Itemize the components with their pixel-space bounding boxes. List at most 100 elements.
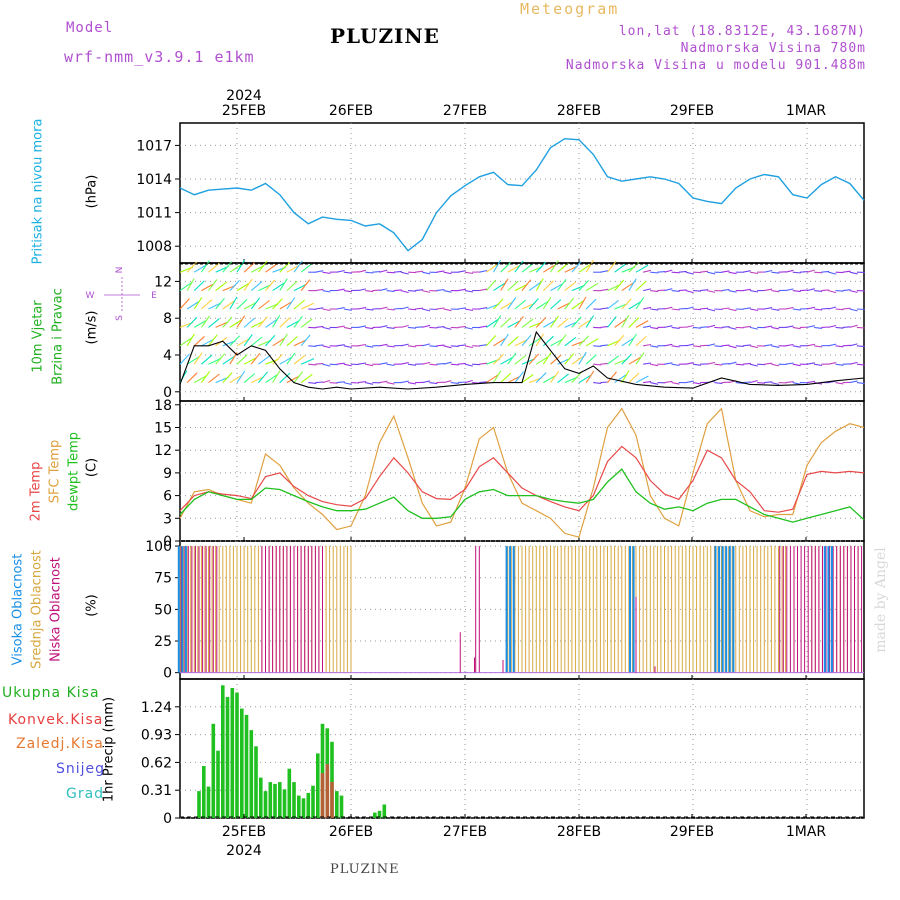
wind-barb xyxy=(479,269,488,273)
conv-precip-bar xyxy=(330,782,334,818)
wind-barb xyxy=(193,375,207,384)
precip-panel-frame xyxy=(179,678,865,819)
wind-barb xyxy=(300,302,315,310)
wind-barb xyxy=(407,290,417,292)
wind-barb xyxy=(343,345,352,348)
wind-barb xyxy=(650,345,659,348)
wind-barb xyxy=(358,381,367,384)
wind-barb xyxy=(272,282,285,292)
wind-barb xyxy=(564,265,578,273)
wind-barb xyxy=(785,362,794,365)
wind-barb xyxy=(365,326,374,330)
wind-barb xyxy=(835,326,844,329)
wind-barb xyxy=(179,298,190,310)
precip-bar xyxy=(373,812,377,818)
wind-barb xyxy=(514,260,524,273)
precip-bar xyxy=(382,804,387,818)
wind-barb xyxy=(692,363,701,366)
wind-barb xyxy=(528,298,539,310)
wind-barb xyxy=(415,326,424,328)
date-label-bottom: 29FEB xyxy=(670,824,714,840)
wind-barb xyxy=(671,382,680,385)
wind-barb xyxy=(315,288,324,292)
wind-barb xyxy=(336,307,345,310)
wind-barb xyxy=(643,381,652,384)
wind-compass: N S W E xyxy=(86,267,158,321)
wind-barb xyxy=(578,280,589,291)
wind-barb xyxy=(764,269,773,273)
wind-barb xyxy=(336,269,345,273)
wind-barb xyxy=(365,345,374,348)
wind-barb xyxy=(365,363,374,367)
precip-bar xyxy=(292,782,296,818)
wind-barb xyxy=(692,345,701,348)
wind-barb xyxy=(479,307,488,310)
wind-barb xyxy=(457,307,466,310)
wind-barb xyxy=(714,382,723,385)
pressure-ytick-label: 1008 xyxy=(136,239,172,255)
wind-barb xyxy=(386,382,395,385)
wind-barb xyxy=(721,363,730,365)
wind-barb xyxy=(692,290,702,292)
wind-barb xyxy=(257,260,268,273)
wind-barb xyxy=(493,370,502,383)
wind-barb xyxy=(635,320,649,328)
wind-barb xyxy=(186,356,200,365)
wind-barb xyxy=(578,296,587,310)
wind-barb xyxy=(257,371,268,383)
wind-barb xyxy=(557,373,569,384)
wind-barb xyxy=(422,271,431,275)
wind-barb xyxy=(571,261,582,273)
wind-barb xyxy=(685,343,694,347)
wind-barb xyxy=(365,308,374,311)
wind-barb xyxy=(564,353,575,365)
wind-barb xyxy=(806,343,816,347)
wind-barb xyxy=(542,352,552,365)
wind-barb xyxy=(585,282,599,292)
wind-barb xyxy=(322,290,331,293)
wind-barb xyxy=(692,326,702,329)
wind-barb xyxy=(286,352,296,365)
wind-barb xyxy=(593,363,602,366)
wind-barb xyxy=(771,308,780,311)
wind-barb xyxy=(500,333,509,347)
wind-barb xyxy=(493,259,501,273)
wind-barb xyxy=(208,262,220,273)
wind-barb xyxy=(236,315,246,328)
wind-barb xyxy=(286,280,298,292)
wind-barb xyxy=(308,382,317,384)
wind-barb xyxy=(272,298,283,310)
wind-barb xyxy=(728,326,737,330)
wind-barb xyxy=(464,379,473,384)
wind-barb xyxy=(507,264,521,273)
wind-barb xyxy=(564,281,577,292)
wind-barb xyxy=(814,345,823,348)
wind-barb xyxy=(322,326,331,330)
wind-barb xyxy=(386,290,395,292)
wind-barb xyxy=(721,326,730,328)
precip-bar xyxy=(377,810,382,818)
cloud-ytick-label: 75 xyxy=(154,571,172,587)
wind-barb xyxy=(757,382,766,384)
wind-barb xyxy=(614,318,627,328)
wind-barb xyxy=(365,382,374,385)
wind-barb xyxy=(251,320,265,328)
wind-barb xyxy=(358,343,367,347)
wind-barb xyxy=(286,264,300,273)
date-label-top: 29FEB xyxy=(670,103,714,119)
wind-barb xyxy=(578,263,591,273)
wind-ytick-label: 4 xyxy=(163,348,172,364)
legend-conv: Konvek.Kisa xyxy=(8,712,104,728)
wind-barb xyxy=(735,382,744,384)
wind-barb xyxy=(443,361,452,365)
wind-barb xyxy=(785,306,794,310)
wind-barb xyxy=(514,283,528,292)
wind-barb xyxy=(714,363,723,366)
precip-bar xyxy=(330,741,334,818)
wind-barb xyxy=(400,380,409,384)
wind-barb xyxy=(493,298,504,310)
wind-ytick-label: 8 xyxy=(163,311,172,327)
wind-barb xyxy=(593,345,602,347)
wind-barb xyxy=(835,290,844,292)
wind-barb xyxy=(785,325,794,328)
